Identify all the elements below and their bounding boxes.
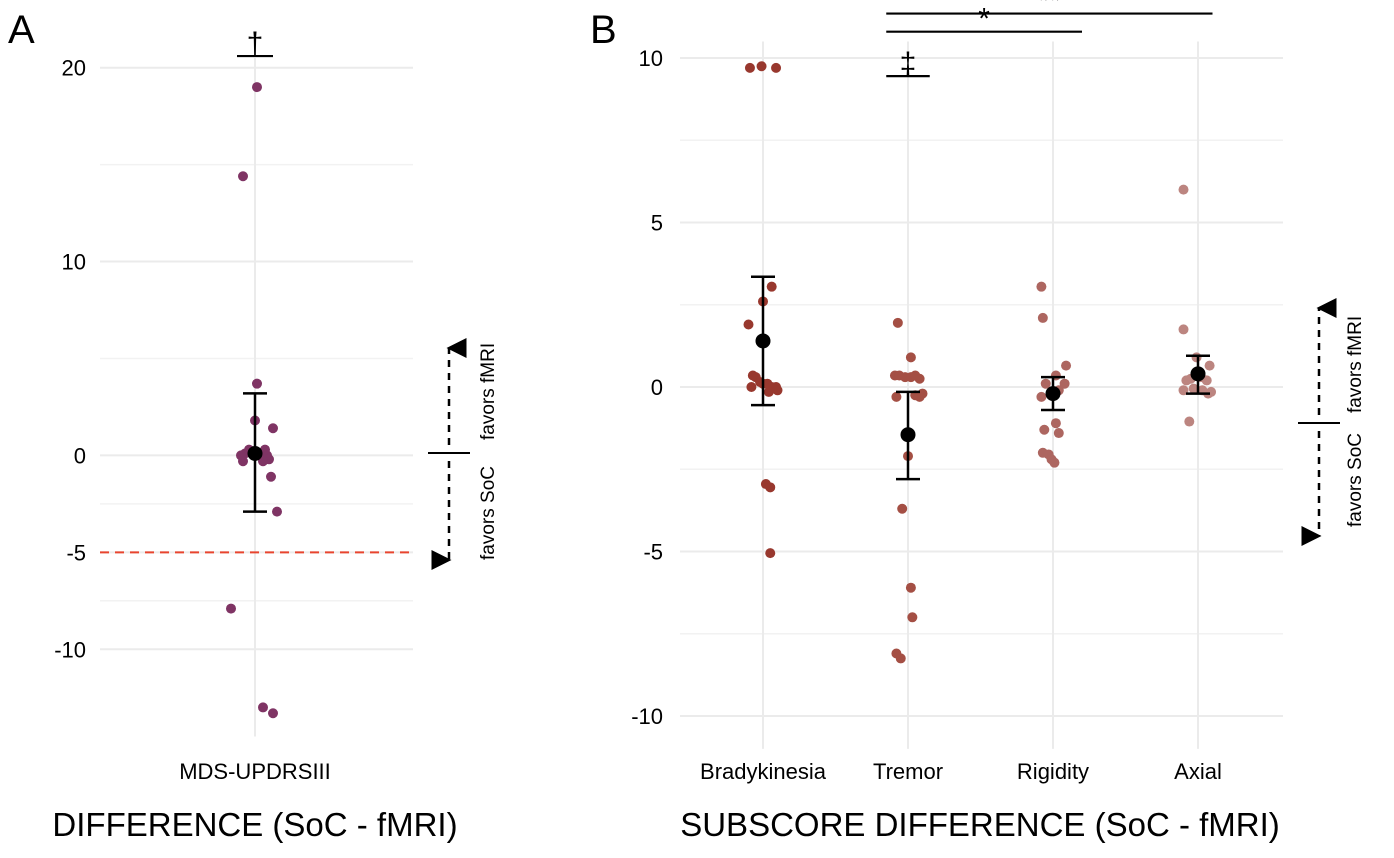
data-point — [226, 603, 236, 614]
data-point — [1206, 386, 1217, 397]
data-point — [765, 548, 776, 559]
category-label: Rigidity — [1017, 759, 1089, 784]
data-point — [744, 62, 755, 73]
data-point — [1191, 352, 1202, 363]
data-point — [765, 482, 776, 493]
data-point — [258, 702, 268, 713]
panel-a-label: A — [8, 8, 35, 52]
data-point — [238, 456, 248, 467]
data-point — [772, 385, 783, 396]
data-point — [905, 352, 916, 363]
significance-label: ‡ — [900, 47, 917, 80]
panel-a-y-axis: 20 10 0 -5 -10 — [54, 56, 86, 663]
panel-b-category-labels: Bradykinesia Tremor Rigidity Axial — [700, 759, 1222, 784]
category-label: Axial — [1174, 759, 1222, 784]
data-point — [1036, 391, 1047, 402]
data-point — [891, 391, 902, 402]
panel-a-significance: † — [237, 27, 273, 60]
data-point — [1049, 457, 1060, 468]
data-point — [1184, 416, 1195, 427]
data-point — [260, 444, 270, 455]
data-point — [1050, 418, 1061, 429]
panel-a-summary — [243, 392, 267, 513]
data-point — [763, 386, 774, 397]
y-tick-label: 0 — [651, 375, 663, 400]
panel-b-significance: ****‡ — [886, 0, 1213, 80]
panel-a-direction-indicator: favors fMRI favors SoC — [428, 338, 499, 570]
data-point — [1037, 312, 1048, 323]
data-point — [914, 373, 925, 384]
data-point — [907, 612, 918, 623]
panel-a-up-label: favors fMRI — [478, 343, 499, 440]
data-point — [238, 171, 248, 182]
data-point — [746, 382, 757, 392]
panel-a-down-label: favors SoC — [478, 466, 499, 560]
data-point — [1178, 184, 1189, 195]
panel-b-down-label: favors SoC — [1345, 433, 1366, 527]
data-point — [771, 62, 782, 73]
data-point — [252, 378, 262, 389]
y-tick-label: -5 — [643, 540, 663, 565]
panel-a-x-axis-title: DIFFERENCE (SoC - fMRI) — [52, 806, 457, 843]
panel-b-up-label: favors fMRI — [1345, 316, 1366, 413]
data-point — [1053, 428, 1064, 439]
panel-a-gridlines — [100, 58, 413, 737]
data-point — [268, 708, 278, 719]
y-tick-label: -10 — [631, 704, 663, 729]
y-tick-label: 10 — [62, 250, 86, 275]
data-point — [1036, 281, 1047, 292]
category-label: Tremor — [873, 759, 943, 784]
data-point — [1059, 378, 1070, 389]
data-point — [905, 582, 916, 593]
data-point — [272, 506, 282, 517]
significance-label: * — [978, 3, 990, 36]
data-point — [268, 423, 278, 434]
mean-point — [755, 333, 771, 349]
category-label: Bradykinesia — [700, 759, 827, 784]
mean-point — [900, 427, 916, 443]
mean-point — [1190, 366, 1206, 382]
data-point — [756, 61, 767, 72]
data-point — [258, 456, 268, 467]
data-point — [892, 317, 903, 328]
y-tick-label: 5 — [651, 211, 663, 236]
data-point — [1178, 324, 1189, 335]
panel-b-direction-indicator: favors fMRI favors SoC — [1298, 298, 1366, 546]
data-point — [895, 653, 906, 664]
data-point — [1039, 424, 1050, 435]
panel-a-chart: A 20 10 0 -5 -10 † MDS-UPDRSIII DIFFERENCE (… — [8, 8, 499, 843]
panel-b-points — [743, 61, 1217, 664]
mean-point — [1045, 386, 1061, 402]
panel-b-gridlines — [680, 41, 1283, 749]
y-tick-label: -10 — [54, 637, 86, 662]
data-point — [897, 503, 908, 514]
mean-point — [247, 445, 263, 461]
data-point — [766, 281, 777, 292]
y-tick-label: 10 — [639, 46, 663, 71]
data-point — [743, 319, 754, 330]
significance-label: ** — [1038, 0, 1062, 18]
panel-a-category-label: MDS-UPDRSIII — [179, 759, 331, 784]
data-point — [1204, 360, 1215, 371]
data-point — [1188, 383, 1199, 394]
panel-b-y-axis: 10 5 0 -5 -10 — [631, 46, 663, 729]
panel-b-label: B — [590, 8, 617, 52]
panel-b-summary — [751, 275, 1210, 481]
panel-b-x-axis-title: SUBSCORE DIFFERENCE (SoC - fMRI) — [680, 806, 1280, 843]
data-point — [252, 82, 262, 93]
y-tick-label: 20 — [62, 56, 86, 81]
significance-label: † — [247, 27, 264, 60]
y-tick-label: 0 — [74, 443, 86, 468]
data-point — [1061, 360, 1072, 371]
data-point — [914, 391, 925, 402]
y-tick-label: -5 — [66, 540, 86, 565]
data-point — [1040, 378, 1051, 389]
data-point — [266, 471, 276, 482]
